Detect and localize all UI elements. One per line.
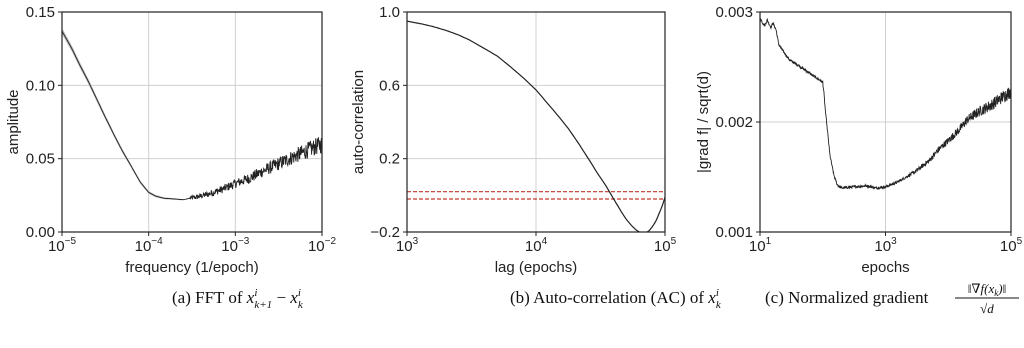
y-axis-label: amplitude xyxy=(5,89,22,154)
y-axis-label: auto-correlation xyxy=(350,70,367,174)
x-tick-label: 103 xyxy=(874,236,897,255)
series-group xyxy=(62,27,322,201)
figure-caption: (b) Auto-correlation (AC) of xi k xyxy=(510,287,722,311)
x-tick-label: 105 xyxy=(654,236,677,255)
series-group xyxy=(760,17,1011,191)
figure-caption: (a) FFT of xi k+1 − xi k xyxy=(172,287,304,311)
x-tick-label: 10−4 xyxy=(135,236,164,255)
y-tick-label: 0.10 xyxy=(26,77,55,94)
y-axis-label: |grad f| / sqrt(d) xyxy=(695,71,712,173)
panel-c: 101 103 105 0.001 0.002 0.003 epochs |grad f| /… xyxy=(695,4,1023,316)
panel-b: 103 104 105 −0.2 0.2 0.6 1.0 lag (epochs) auto-c… xyxy=(350,4,722,311)
y-tick-label: 0.6 xyxy=(379,77,400,94)
series-group xyxy=(407,20,665,232)
confidence-band xyxy=(62,27,184,201)
x-tick-label: 101 xyxy=(749,236,772,255)
series-line xyxy=(760,17,1011,191)
x-tick-label: 105 xyxy=(1000,236,1023,255)
caption-fraction-denominator: √d xyxy=(980,301,994,316)
y-tick-label: 0.15 xyxy=(26,4,55,21)
y-tick-label: 0.003 xyxy=(715,4,753,21)
y-tick-label: 0.2 xyxy=(379,151,400,168)
panel-a: 10−5 10−4 10−3 10−2 0.00 0.05 0.10 0.15 frequenc… xyxy=(5,4,336,311)
x-tick-label: 10−5 xyxy=(48,236,77,255)
y-tick-label: 0.00 xyxy=(26,224,55,241)
x-tick-label: 104 xyxy=(525,236,548,255)
y-tick-label: 1.0 xyxy=(379,4,400,21)
series-line xyxy=(407,20,665,232)
x-tick-label: 10−2 xyxy=(308,236,337,255)
x-axis-label: frequency (1/epoch) xyxy=(125,259,258,276)
y-tick-label: 0.002 xyxy=(715,114,753,131)
figure-caption: (c) Normalized gradient xyxy=(765,288,929,307)
x-axis-label: lag (epochs) xyxy=(495,259,578,276)
series-line xyxy=(62,30,322,201)
x-tick-label: 103 xyxy=(396,236,419,255)
y-tick-label: 0.001 xyxy=(715,224,753,241)
x-axis-label: epochs xyxy=(861,259,909,276)
y-tick-label: 0.05 xyxy=(26,151,55,168)
x-tick-label: 10−3 xyxy=(221,236,250,255)
axes-frame xyxy=(61,11,323,233)
caption-fraction-numerator: ‖∇f(xk)‖ xyxy=(968,281,1006,298)
y-tick-label: −0.2 xyxy=(370,224,400,241)
